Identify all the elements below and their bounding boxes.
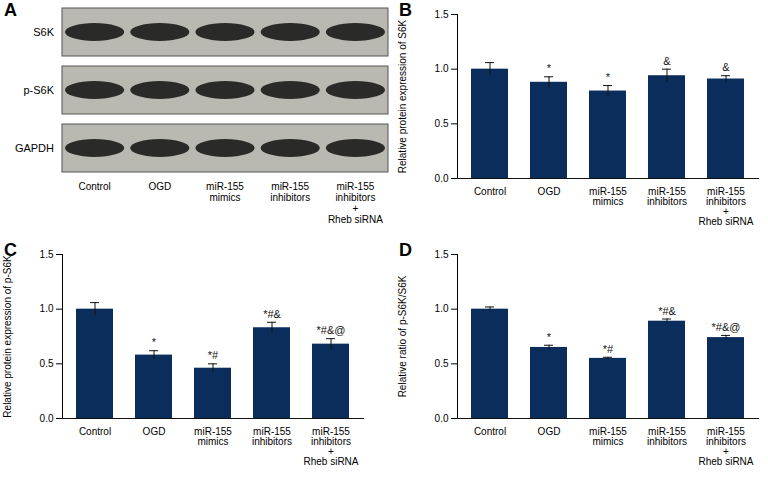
svg-text:Control: Control	[474, 186, 506, 197]
svg-text:*: *	[547, 331, 552, 343]
svg-text:*#: *#	[603, 343, 614, 355]
html-text:A: A	[4, 0, 17, 20]
svg-text:miR-155inhibitors+Rheb siRNA: miR-155inhibitors+Rheb siRNA	[698, 426, 753, 467]
svg-text:1.5: 1.5	[435, 9, 449, 20]
svg-text:miR-155inhibitors: miR-155inhibitors	[647, 426, 687, 447]
svg-text:Control: Control	[78, 181, 110, 192]
svg-text:Control: Control	[79, 426, 111, 437]
svg-text:*#&: *#&	[263, 308, 281, 320]
svg-text:Relative ratio of p-S6K/S6K: Relative ratio of p-S6K/S6K	[397, 275, 408, 397]
html-text:D: D	[399, 240, 412, 260]
svg-text:*#&: *#&	[658, 305, 676, 317]
svg-text:*#: *#	[208, 349, 219, 361]
svg-text:*#&@: *#&@	[317, 324, 346, 336]
svg-text:1.0: 1.0	[435, 303, 449, 314]
svg-text:*: *	[152, 336, 157, 348]
svg-text:0.0: 0.0	[435, 413, 449, 424]
svg-text:OGD: OGD	[148, 181, 171, 192]
svg-text:&: &	[722, 61, 730, 73]
svg-text:S6K: S6K	[33, 26, 54, 38]
svg-text:p-S6K: p-S6K	[23, 84, 54, 96]
svg-text:*: *	[547, 62, 552, 74]
svg-text:0.0: 0.0	[435, 173, 449, 184]
svg-text:miR-155inhibitors: miR-155inhibitors	[647, 186, 687, 207]
svg-text:OGD: OGD	[538, 426, 561, 437]
svg-text:miR-155inhibitors+Rheb siRNA: miR-155inhibitors+Rheb siRNA	[303, 426, 358, 467]
svg-text:0.0: 0.0	[40, 413, 54, 424]
svg-text:OGD: OGD	[143, 426, 166, 437]
svg-text:*#&@: *#&@	[712, 321, 741, 333]
svg-text:1.5: 1.5	[40, 249, 54, 260]
svg-text:miR-155mimics: miR-155mimics	[206, 181, 244, 203]
svg-text:1.0: 1.0	[40, 303, 54, 314]
svg-text:0.5: 0.5	[435, 118, 449, 129]
svg-text:OGD: OGD	[538, 186, 561, 197]
html-text:C: C	[4, 240, 17, 260]
svg-text:miR-155mimics: miR-155mimics	[589, 186, 627, 207]
svg-text:*: *	[606, 71, 611, 83]
svg-text:Relative protein expression of: Relative protein expression of S6K	[397, 19, 408, 173]
svg-text:miR-155inhibitors+Rheb siRNA: miR-155inhibitors+Rheb siRNA	[698, 186, 753, 227]
svg-text:miR-155mimics: miR-155mimics	[194, 426, 232, 447]
svg-text:miR-155inhibitors: miR-155inhibitors	[270, 181, 310, 203]
svg-text:0.5: 0.5	[435, 358, 449, 369]
html-text:B: B	[399, 0, 412, 20]
svg-text:miR-155inhibitors+Rheb siRNA: miR-155inhibitors+Rheb siRNA	[328, 181, 383, 225]
svg-text:Control: Control	[474, 426, 506, 437]
svg-text:&: &	[663, 55, 671, 67]
svg-text:miR-155mimics: miR-155mimics	[589, 426, 627, 447]
svg-text:1.0: 1.0	[435, 63, 449, 74]
svg-text:GAPDH: GAPDH	[15, 142, 54, 154]
svg-text:1.5: 1.5	[435, 249, 449, 260]
svg-text:Relative protein expression of: Relative protein expression of p-S6K	[2, 255, 13, 418]
svg-text:0.5: 0.5	[40, 358, 54, 369]
svg-text:miR-155inhibitors: miR-155inhibitors	[252, 426, 292, 447]
